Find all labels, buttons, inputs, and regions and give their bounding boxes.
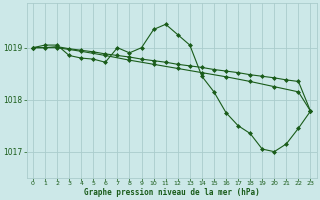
X-axis label: Graphe pression niveau de la mer (hPa): Graphe pression niveau de la mer (hPa) bbox=[84, 188, 260, 197]
